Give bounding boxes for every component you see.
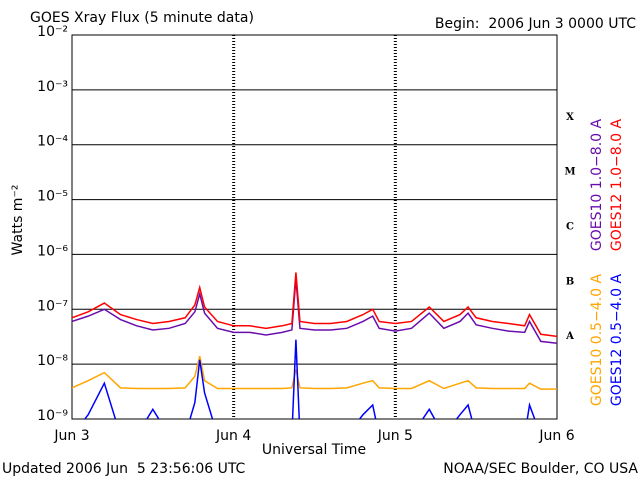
footer-left: Updated 2006 Jun 5 23:56:06 UTC — [2, 461, 246, 477]
class-label: X — [566, 112, 574, 123]
series-line — [72, 272, 557, 338]
x-tick-label: Jun 6 — [538, 428, 574, 444]
y-tick-label: 10⁻⁶ — [37, 243, 68, 259]
x-tick-label: Jun 3 — [53, 428, 89, 444]
y-axis-label: Watts m⁻² — [10, 185, 26, 256]
class-label: M — [564, 167, 575, 178]
legend-entry: GOES12 1.0−8.0 A — [609, 119, 625, 252]
chart-subtitle: Begin: 2006 Jun 3 0000 UTC — [435, 16, 636, 32]
y-tick-label: 10⁻⁷ — [37, 298, 68, 314]
y-tick-label: 10⁻⁴ — [37, 134, 68, 150]
series-line — [72, 355, 557, 390]
y-tick-label: 10⁻³ — [37, 79, 68, 95]
y-tick-label: 10⁻⁹ — [37, 408, 68, 424]
y-tick-label: 10⁻² — [37, 24, 68, 40]
class-label: A — [565, 331, 574, 342]
footer-right: NOAA/SEC Boulder, CO USA — [443, 461, 638, 477]
class-label: B — [566, 276, 574, 287]
class-label: C — [566, 222, 574, 233]
x-tick-label: Jun 5 — [377, 428, 413, 444]
legend-entry: GOES12 0.5−4.0 A — [609, 274, 625, 407]
legend-entry: GOES10 1.0−8.0 A — [589, 119, 605, 252]
y-tick-label: 10⁻⁵ — [37, 189, 68, 205]
x-axis-label: Universal Time — [262, 442, 366, 458]
plot-frame — [71, 34, 558, 420]
legend-entry: GOES10 0.5−4.0 A — [589, 274, 605, 407]
series-line — [72, 278, 557, 345]
y-tick-label: 10⁻⁸ — [37, 353, 68, 369]
x-tick-label: Jun 4 — [215, 428, 251, 444]
chart-title: GOES Xray Flux (5 minute data) — [30, 10, 254, 26]
